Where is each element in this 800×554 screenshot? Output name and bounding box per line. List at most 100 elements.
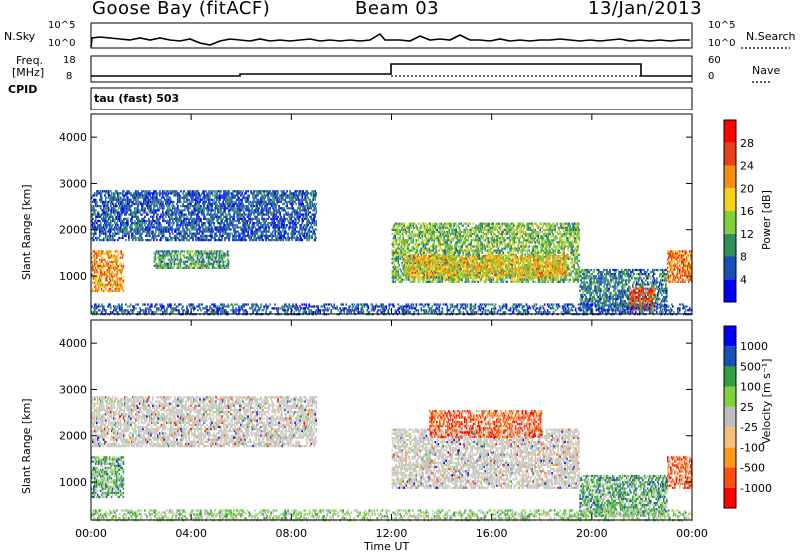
data-cell — [308, 232, 310, 235]
data-cell — [108, 196, 110, 199]
data-cell — [174, 209, 176, 212]
data-cell — [107, 215, 109, 218]
data-cell — [433, 241, 436, 244]
data-cell — [458, 239, 460, 242]
data-cell — [425, 247, 428, 250]
data-cell — [455, 222, 457, 225]
data-cell — [201, 252, 204, 255]
freq-line — [91, 63, 692, 77]
data-cell — [459, 228, 461, 231]
data-cell — [103, 239, 105, 242]
data-cell — [156, 205, 158, 208]
data-cell — [310, 217, 312, 220]
data-cell — [173, 262, 176, 265]
data-cell — [262, 226, 264, 229]
data-cell — [94, 211, 96, 214]
data-cell — [455, 226, 457, 229]
data-cell — [109, 256, 112, 259]
data-cell — [122, 279, 125, 282]
data-cell — [122, 281, 125, 284]
data-cell — [251, 209, 253, 212]
data-cell — [221, 239, 223, 242]
data-cell — [200, 250, 203, 253]
data-cell — [273, 219, 275, 223]
data-cell — [422, 241, 425, 244]
data-cell — [92, 194, 94, 197]
data-cell — [174, 211, 176, 214]
data-cell — [443, 224, 445, 227]
data-cell — [101, 281, 104, 284]
data-cell — [287, 213, 289, 216]
data-cell — [166, 205, 168, 208]
data-cell — [228, 207, 230, 210]
data-cell — [238, 236, 240, 240]
data-cell — [289, 224, 291, 227]
data-cell — [195, 264, 198, 267]
data-cell — [155, 262, 158, 265]
data-cell — [93, 232, 95, 235]
data-cell — [117, 228, 119, 231]
data-cell — [131, 236, 133, 240]
data-cell — [150, 239, 152, 242]
data-cell — [277, 190, 279, 193]
data-cell — [153, 198, 155, 201]
data-cell — [291, 236, 293, 240]
data-cell — [122, 252, 125, 255]
data-cell — [160, 192, 162, 195]
nave-tick-top: 60 — [708, 55, 721, 66]
data-cell — [218, 222, 220, 225]
data-cell — [105, 285, 108, 288]
data-cell — [308, 234, 310, 237]
data-cell — [450, 224, 452, 227]
data-cell — [223, 194, 225, 197]
data-cell — [301, 200, 303, 203]
data-cell — [311, 222, 313, 225]
data-cell — [129, 200, 131, 203]
data-cell — [98, 192, 100, 195]
data-cell — [106, 205, 108, 208]
data-cell — [439, 228, 442, 231]
data-cell — [160, 198, 162, 201]
data-cell — [252, 202, 254, 206]
data-cell — [465, 226, 467, 229]
data-cell — [417, 278, 420, 281]
data-cell — [265, 232, 267, 235]
data-cell — [190, 262, 193, 265]
data-cell — [99, 254, 102, 257]
data-cell — [308, 236, 310, 240]
data-cell — [105, 279, 108, 282]
data-cell — [97, 254, 100, 257]
data-cell — [95, 230, 97, 233]
data-cell — [118, 277, 121, 280]
data-cell — [282, 239, 284, 242]
data-cell — [144, 224, 146, 227]
data-cell — [125, 232, 127, 235]
data-cell — [107, 264, 110, 268]
data-cell — [154, 205, 156, 208]
data-cell — [122, 267, 125, 270]
data-cell — [231, 200, 233, 203]
data-cell — [115, 289, 118, 293]
data-cell — [94, 198, 96, 201]
data-cell — [182, 226, 184, 229]
data-cell — [128, 205, 130, 208]
data-cell — [297, 211, 299, 214]
data-cell — [139, 209, 141, 212]
data-cell — [117, 271, 120, 274]
data-cell — [173, 213, 175, 216]
data-cell — [100, 226, 102, 229]
data-cell — [225, 190, 227, 193]
data-cell — [284, 194, 286, 197]
data-cell — [215, 232, 217, 235]
data-cell — [205, 256, 208, 259]
data-cell — [100, 267, 103, 270]
data-cell — [235, 202, 237, 206]
data-cell — [119, 192, 121, 195]
data-cell — [129, 205, 131, 208]
data-cell — [95, 277, 98, 280]
data-cell — [130, 200, 132, 203]
data-cell — [259, 213, 261, 216]
data-cell — [315, 211, 317, 214]
data-cell — [242, 209, 244, 212]
data-cell — [102, 273, 105, 276]
